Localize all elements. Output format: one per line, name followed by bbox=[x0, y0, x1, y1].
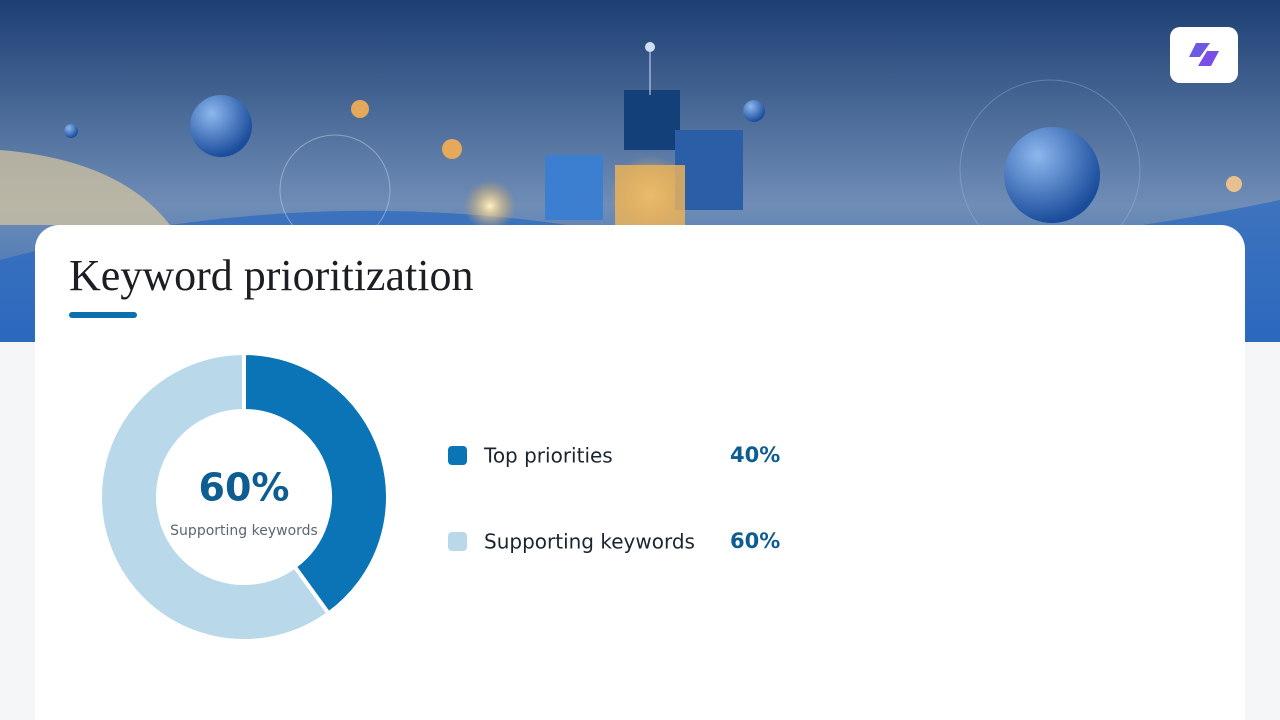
slide-title: Keyword prioritization bbox=[69, 251, 473, 300]
legend-value: 60% bbox=[730, 529, 780, 553]
center-label: Supporting keywords bbox=[170, 523, 318, 539]
legend-swatch bbox=[448, 446, 467, 465]
legend-label: Top priorities bbox=[483, 444, 613, 468]
title-underline bbox=[69, 312, 137, 318]
legend-value: 40% bbox=[730, 443, 780, 467]
logo[interactable] bbox=[1170, 27, 1238, 83]
legend-label: Supporting keywords bbox=[484, 530, 695, 554]
donut-segment bbox=[98, 350, 332, 643]
center-value: 60% bbox=[199, 466, 290, 510]
donut-chart bbox=[98, 350, 390, 643]
legend-swatch bbox=[448, 532, 467, 551]
donut-segment bbox=[242, 350, 390, 617]
